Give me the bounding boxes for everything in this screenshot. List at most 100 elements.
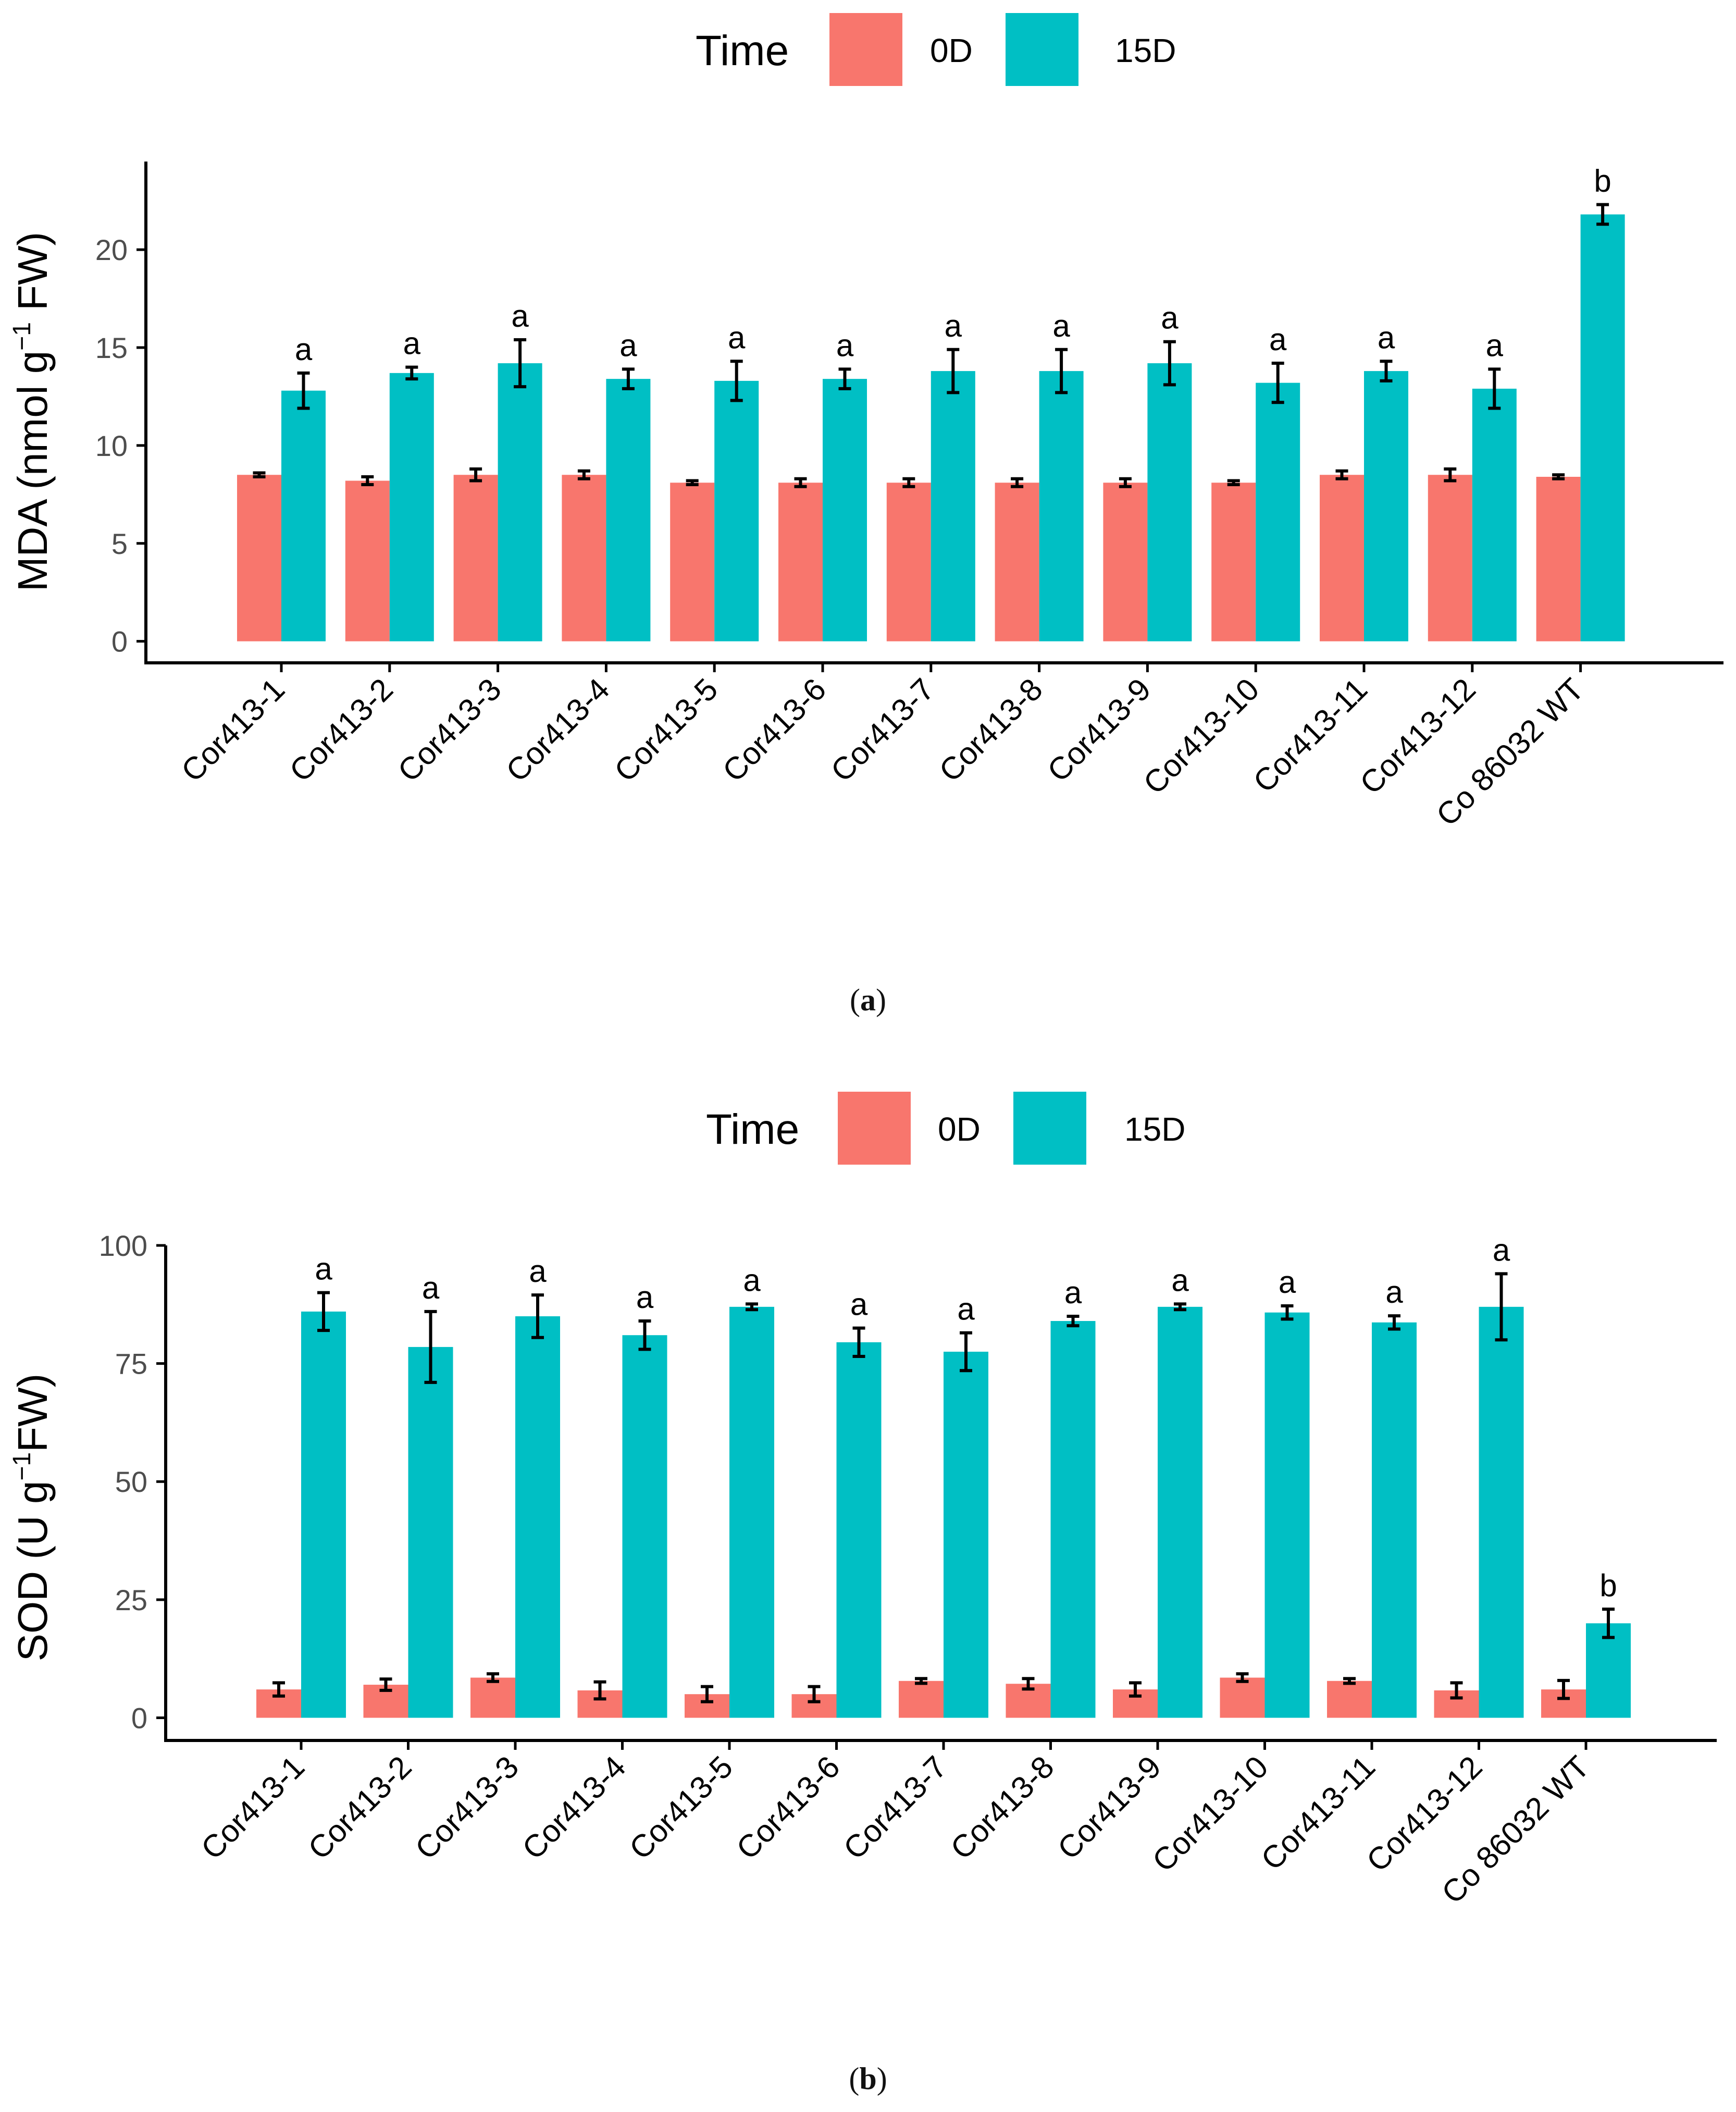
error-bar-15d — [1067, 1314, 1080, 1328]
y-axis-title-main: SOD (U g — [9, 1481, 56, 1662]
bar-15d — [931, 371, 975, 641]
legend-swatch-0d — [838, 1092, 911, 1165]
significance-letter: a — [1486, 328, 1504, 363]
legend-label-0d: 0D — [930, 32, 973, 69]
bar-0d — [1220, 1677, 1265, 1718]
legend-title: Time — [696, 27, 789, 75]
bar-15d — [606, 379, 651, 641]
error-bar-0d — [1011, 477, 1024, 488]
x-tick-label: Cor413-2 — [301, 1749, 418, 1866]
error-bar-0d — [253, 471, 266, 479]
bar-0d — [899, 1681, 944, 1718]
error-bar-0d — [272, 1681, 285, 1698]
error-bar-15d — [514, 338, 527, 389]
legend-title: Time — [706, 1106, 799, 1153]
legend-swatch-0d — [829, 13, 902, 86]
y-tick-label: 20 — [95, 233, 128, 266]
error-bar-15d — [1602, 1607, 1615, 1639]
sod-chart: Time 0D 15D 0 25 50 75 100 SOD (U g−1FW) a Cor413-… — [8, 1092, 1717, 1910]
panel-a: Time 0D 15D 0 5 10 15 20 MDA (nmol g−1 FW) a Cor41… — [0, 0, 1736, 1042]
bar-0d — [237, 475, 281, 641]
bar-15d — [729, 1306, 774, 1718]
significance-letter: a — [636, 1280, 654, 1315]
error-bar-15d — [424, 1310, 437, 1384]
category-group: a — [237, 332, 326, 641]
error-bar-0d — [808, 1685, 821, 1703]
error-bar-15d — [317, 1291, 330, 1332]
x-tick-label: Cor413-4 — [499, 672, 616, 788]
bar-15d — [1158, 1306, 1202, 1718]
error-bar-15d — [1271, 362, 1284, 404]
error-bar-0d — [379, 1677, 392, 1692]
significance-letter: a — [511, 299, 529, 334]
significance-letter: a — [1161, 301, 1179, 336]
error-bar-15d — [1488, 367, 1501, 410]
significance-letter: a — [957, 1292, 975, 1327]
bar-0d — [345, 480, 390, 641]
category-group: a — [1428, 328, 1517, 641]
category-group: a — [1434, 1232, 1524, 1718]
bar-15d — [281, 390, 326, 641]
x-tick-label: Cor413-6 — [716, 672, 833, 788]
significance-letter: a — [850, 1287, 868, 1322]
error-bar-15d — [1388, 1314, 1400, 1331]
error-bar-15d — [1163, 340, 1176, 387]
y-tick-label: 10 — [95, 429, 128, 462]
error-bar-0d — [469, 467, 482, 483]
error-bar-0d — [1129, 1681, 1142, 1698]
significance-letter: a — [1052, 308, 1070, 343]
legend: Time 0D 15D — [706, 1092, 1185, 1165]
bar-15d — [714, 380, 759, 641]
bar-15d — [1256, 382, 1300, 641]
error-bar-0d — [915, 1677, 927, 1685]
bar-0d — [886, 483, 931, 641]
error-bar-0d — [1450, 1681, 1463, 1700]
bar-15d — [823, 379, 867, 641]
x-tick-label: Cor413-1 — [194, 1749, 311, 1866]
category-group: a — [1113, 1263, 1202, 1718]
x-tick-label: Cor413-3 — [408, 1749, 525, 1866]
error-bar-0d — [1343, 1677, 1356, 1685]
category-group: a — [670, 320, 759, 641]
x-tick-label: Cor413-11 — [1254, 1749, 1382, 1877]
category-group: a — [899, 1292, 988, 1718]
error-bar-15d — [960, 1331, 972, 1373]
error-bar-0d — [1444, 467, 1457, 483]
error-bar-0d — [1552, 473, 1565, 480]
error-bar-0d — [1022, 1677, 1035, 1691]
error-bar-15d — [1055, 348, 1068, 394]
category-group: a — [1211, 322, 1300, 641]
bar-15d — [944, 1351, 988, 1718]
y-axis-title: MDA (nmol g−1 FW) — [8, 232, 56, 591]
error-bar-0d — [593, 1680, 606, 1701]
bar-15d — [498, 363, 542, 641]
bar-0d — [562, 475, 606, 641]
bar-15d — [1586, 1623, 1631, 1718]
category-group: a — [363, 1270, 453, 1718]
y-tick-label: 5 — [111, 527, 128, 560]
bar-15d — [1147, 363, 1192, 641]
bar-15d — [408, 1347, 453, 1718]
bar-15d — [1372, 1322, 1417, 1718]
error-bar-0d — [794, 477, 807, 488]
bar-0d — [470, 1677, 515, 1718]
significance-letter: a — [836, 328, 854, 363]
significance-letter: a — [1279, 1265, 1296, 1300]
significance-letter: a — [1378, 320, 1395, 355]
x-tick-label: Cor413-9 — [1040, 672, 1157, 788]
category-group: a — [345, 326, 434, 641]
error-bar-15d — [1495, 1272, 1508, 1342]
category-group: a — [470, 1254, 560, 1718]
x-tick-label: Cor413-5 — [607, 672, 724, 788]
error-bar-0d — [487, 1672, 499, 1683]
x-tick-label: Cor413-1 — [175, 672, 291, 788]
bar-15d — [1039, 371, 1084, 641]
significance-letter: a — [529, 1254, 547, 1289]
error-bar-0d — [577, 469, 590, 480]
significance-letter: a — [1269, 322, 1287, 357]
bar-15d — [515, 1316, 560, 1718]
significance-letter: a — [1171, 1263, 1189, 1298]
category-group: a — [685, 1263, 774, 1718]
error-bar-0d — [1236, 1672, 1249, 1683]
bar-0d — [453, 475, 498, 641]
